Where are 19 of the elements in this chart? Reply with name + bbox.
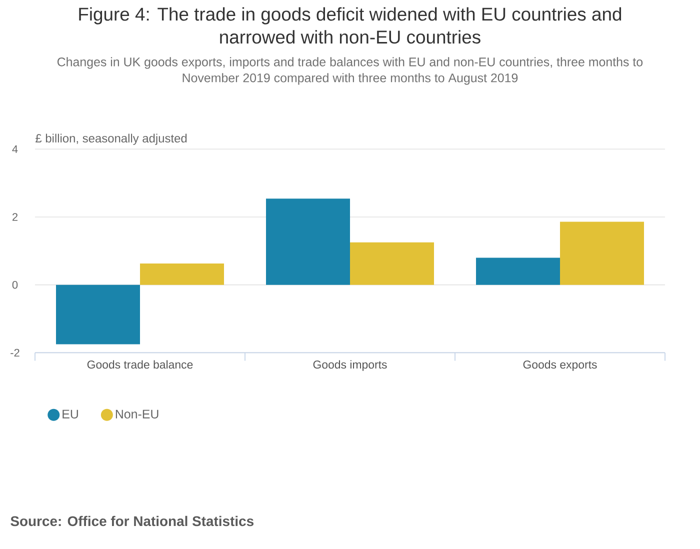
y-axis-title: £ billion, seasonally adjusted (36, 134, 187, 145)
bar (56, 284, 140, 344)
bar (266, 198, 350, 285)
legend-label: Non-EU (116, 410, 158, 419)
x-tick-label: Goods exports (523, 360, 597, 371)
bar (476, 258, 560, 285)
bar (350, 242, 434, 285)
y-tick-label: 2 (12, 213, 18, 221)
bar (560, 222, 644, 285)
bar (140, 263, 224, 285)
y-tick-label: 0 (12, 280, 18, 289)
source-note: Source: Office for National Statistics (10, 516, 254, 526)
legend-label: EU (62, 410, 78, 419)
y-tick-label: 4 (12, 145, 18, 153)
chart-title: Figure 4: The trade in goods deficit widened with EU countries and narrowed with non-EU countries (79, 7, 622, 44)
chart-subtitle: Changes in UK goods exports, imports and trade balances with EU and non-EU countries, three months to November 2019 compared with three months to August 2019 (57, 57, 643, 85)
x-tick-label: Goods imports (313, 360, 387, 371)
x-tick-label: Goods trade balance (87, 360, 193, 369)
y-tick-label: -2 (10, 348, 20, 357)
